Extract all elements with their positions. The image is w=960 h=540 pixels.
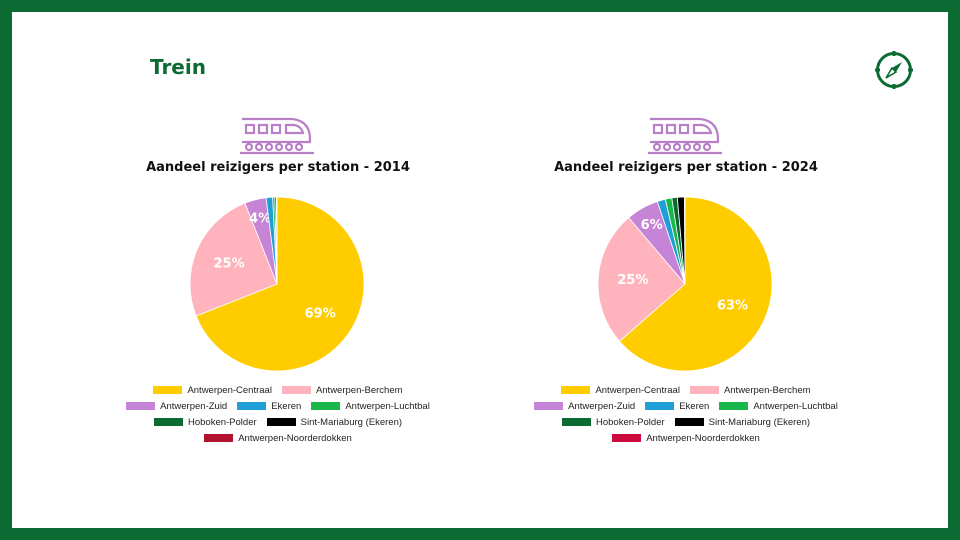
pie-chart: 69% 25% 4% [189, 196, 365, 372]
legend-row: Antwerpen-Centraal Antwerpen-Berchem [510, 382, 862, 398]
compass-icon [875, 51, 913, 89]
legend-label: Antwerpen-Luchtbal [345, 400, 430, 412]
page-title: Trein [150, 55, 206, 79]
chart-title: Aandeel reizigers per station - 2014 [146, 160, 410, 175]
legend-swatch [689, 386, 719, 394]
chart-2024: Aandeel reizigers per station - 2024 63%… [510, 112, 870, 452]
pie-slice-antwerpen-berchem [189, 202, 278, 317]
data-label-antwerpen-zuid: 6% [641, 218, 663, 233]
legend-label: Antwerpen-Centraal [595, 384, 680, 396]
legend-row: Antwerpen-Zuid Ekeren Antwerpen-Luchtbal [510, 398, 862, 414]
legend-item-sint-mariaburg-ekeren: Sint-Mariaburg (Ekeren) [266, 416, 403, 428]
data-label-antwerpen-berchem: 25% [617, 273, 648, 288]
legend-swatch [266, 418, 296, 426]
legend-item-antwerpen-centraal: Antwerpen-Centraal [561, 385, 680, 396]
legend-row: Antwerpen-Noorderdokken [102, 430, 454, 446]
legend-swatch [561, 386, 591, 394]
chart-title: Aandeel reizigers per station - 2024 [554, 160, 818, 175]
legend-label: Antwerpen-Berchem [315, 384, 403, 396]
legend-label: Sint-Mariaburg (Ekeren) [300, 416, 403, 428]
legend-label: Antwerpen-Zuid [568, 400, 636, 412]
legend-swatch [719, 402, 749, 410]
legend-row: Antwerpen-Centraal Antwerpen-Berchem [102, 382, 454, 398]
legend-label: Ekeren [271, 400, 302, 412]
chart-2014: Aandeel reizigers per station - 2014 69%… [102, 112, 462, 452]
pie-chart: 63% 25% 6% [597, 196, 773, 372]
legend-item-sint-mariaburg-ekeren: Sint-Mariaburg (Ekeren) [674, 416, 811, 428]
legend-item-antwerpen-luchtbal: Antwerpen-Luchtbal [311, 401, 430, 412]
legend-swatch [645, 402, 675, 410]
legend-swatch [204, 434, 234, 442]
legend: Antwerpen-Centraal Antwerpen-Berchem Antwe… [510, 382, 862, 446]
pie-slice-antwerpen-centraal [618, 196, 773, 372]
legend-item-antwerpen-berchem: Antwerpen-Berchem [689, 384, 811, 396]
legend-item-hoboken-polder: Hoboken-Polder [561, 416, 665, 428]
legend-swatch [126, 402, 156, 410]
pie-slice-antwerpen-noorderdokken [684, 196, 686, 285]
slide: Trein Aandeel reiz [12, 12, 948, 528]
legend-item-hoboken-polder: Hoboken-Polder [153, 416, 257, 428]
train-icon [240, 117, 314, 155]
legend-item-antwerpen-luchtbal: Antwerpen-Luchtbal [719, 401, 838, 412]
legend-item-antwerpen-noorderdokken: Antwerpen-Noorderdokken [204, 433, 352, 444]
legend-row: Antwerpen-Zuid Ekeren Antwerpen-Luchtbal [102, 398, 454, 414]
legend-swatch [237, 402, 267, 410]
pie-slice-antwerpen-centraal [195, 196, 365, 372]
data-label-antwerpen-centraal: 69% [305, 306, 336, 321]
legend-item-antwerpen-centraal: Antwerpen-Centraal [153, 385, 272, 396]
data-label-antwerpen-centraal: 63% [717, 299, 748, 314]
data-label-antwerpen-berchem: 25% [214, 256, 245, 271]
legend-label: Ekeren [679, 400, 710, 412]
legend-item-antwerpen-zuid: Antwerpen-Zuid [534, 401, 635, 412]
legend-swatch [281, 386, 311, 394]
legend-label: Antwerpen-Noorderdokken [238, 432, 352, 444]
pie-slice-antwerpen-berchem [597, 217, 686, 342]
legend-swatch [534, 402, 564, 410]
legend-item-ekeren: Ekeren [237, 401, 301, 412]
legend-row: Antwerpen-Noorderdokken [510, 430, 862, 446]
legend-swatch [674, 418, 704, 426]
legend-label: Hoboken-Polder [595, 416, 665, 428]
legend-swatch [612, 434, 642, 442]
data-label-antwerpen-zuid: 4% [249, 211, 271, 226]
legend-row: Hoboken-Polder Sint-Mariaburg (Ekeren) [510, 414, 862, 430]
legend-row: Hoboken-Polder Sint-Mariaburg (Ekeren) [102, 414, 454, 430]
legend-label: Antwerpen-Centraal [187, 384, 272, 396]
legend-label: Hoboken-Polder [187, 416, 257, 428]
legend-label: Antwerpen-Berchem [723, 384, 811, 396]
legend-item-ekeren: Ekeren [645, 401, 709, 412]
legend: Antwerpen-Centraal Antwerpen-Berchem Antwe… [102, 382, 454, 446]
legend-label: Antwerpen-Luchtbal [753, 400, 838, 412]
train-icon [648, 117, 722, 155]
legend-item-antwerpen-zuid: Antwerpen-Zuid [126, 401, 227, 412]
legend-item-antwerpen-noorderdokken: Antwerpen-Noorderdokken [612, 433, 760, 444]
legend-label: Sint-Mariaburg (Ekeren) [708, 416, 811, 428]
legend-swatch [153, 418, 183, 426]
legend-swatch [153, 386, 183, 394]
legend-label: Antwerpen-Zuid [160, 400, 228, 412]
legend-item-antwerpen-berchem: Antwerpen-Berchem [281, 384, 403, 396]
legend-swatch [561, 418, 591, 426]
legend-label: Antwerpen-Noorderdokken [646, 432, 760, 444]
legend-swatch [311, 402, 341, 410]
pie-slice-sint-mariaburg-ekeren [276, 196, 278, 285]
